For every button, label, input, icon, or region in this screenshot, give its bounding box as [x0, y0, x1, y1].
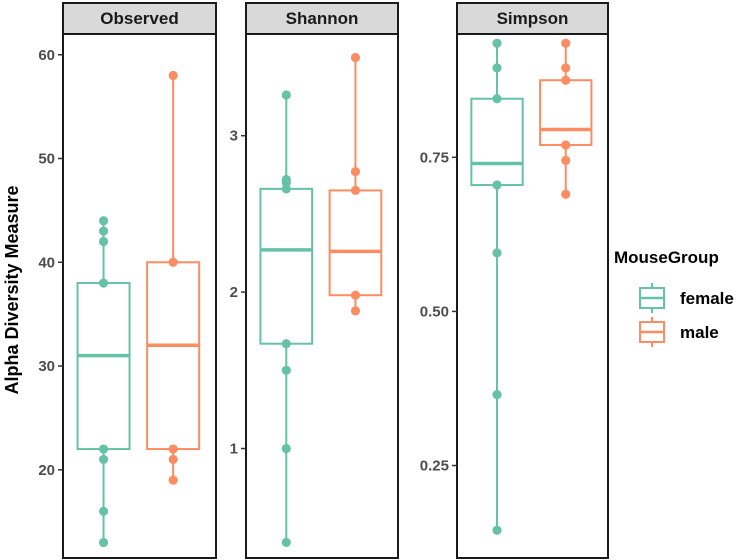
data-point [350, 185, 361, 196]
data-point [350, 167, 361, 177]
box-iqr [259, 187, 314, 345]
data-point [492, 525, 502, 535]
data-point [98, 226, 109, 236]
legend: MouseGroup female male [614, 248, 734, 347]
box-female [259, 90, 314, 547]
data-point [98, 216, 109, 226]
box-male [328, 52, 383, 316]
y-tick-label: 2 [230, 284, 238, 301]
data-point [350, 52, 361, 63]
data-point [168, 475, 178, 485]
data-point [98, 444, 109, 454]
box-female [470, 38, 524, 535]
data-point [492, 248, 502, 258]
y-tick-label: 60 [38, 47, 55, 64]
box-iqr [76, 282, 131, 451]
facet-panels: Observed 20 30 40 50 60 Shannon 1 2 3 Simpson 0.25 0… [38, 2, 609, 559]
panel-shannon: Shannon 1 2 3 [230, 2, 399, 559]
data-point [168, 70, 178, 81]
data-point [492, 180, 502, 190]
data-point [561, 189, 571, 199]
y-tick-label: 30 [38, 358, 55, 375]
data-point [561, 140, 571, 150]
panel-border [456, 33, 609, 559]
data-point [492, 38, 502, 48]
panel-observed: Observed 20 30 40 50 60 [38, 2, 217, 559]
strip-label: Observed [100, 9, 178, 28]
data-point [168, 257, 178, 267]
legend-title: MouseGroup [614, 248, 719, 267]
data-point [561, 155, 571, 165]
data-point [281, 174, 291, 185]
box-iqr [146, 261, 201, 451]
strip-label: Shannon [286, 9, 359, 28]
data-point [281, 537, 291, 547]
data-point [98, 506, 109, 516]
data-point [350, 306, 361, 316]
strip-label: Simpson [497, 9, 569, 28]
legend-label-male: male [680, 323, 719, 342]
legend-label-female: female [680, 289, 734, 308]
data-point [492, 94, 502, 104]
data-point [350, 290, 361, 300]
data-point [98, 537, 109, 548]
y-tick-label: 1 [230, 441, 238, 458]
data-point [492, 390, 502, 400]
data-point [168, 454, 178, 465]
box-iqr [328, 189, 383, 297]
legend-key-female [639, 283, 665, 313]
y-tick-label: 0.50 [420, 303, 449, 320]
panel-border [62, 33, 217, 559]
panel-simpson: Simpson 0.25 0.50 0.75 [420, 2, 609, 559]
box-male [146, 70, 201, 485]
data-point [98, 278, 109, 288]
data-point [281, 90, 291, 100]
data-point [281, 443, 291, 454]
box-iqr [470, 97, 524, 187]
data-point [492, 63, 502, 73]
y-tick-label: 20 [38, 462, 55, 479]
box-female [76, 216, 131, 548]
data-point [168, 444, 178, 454]
y-tick-label: 0.25 [420, 458, 449, 475]
y-axis-title: Alpha Diversity Measure [2, 185, 22, 394]
y-tick-label: 50 [38, 151, 55, 168]
y-tick-label: 0.75 [420, 149, 449, 166]
data-point [98, 236, 109, 247]
data-point [561, 75, 571, 85]
y-tick-label: 40 [38, 254, 55, 271]
data-point [561, 63, 571, 73]
data-point [98, 454, 109, 465]
y-tick-label: 3 [230, 128, 238, 145]
data-point [561, 38, 571, 48]
strip-simpson [456, 2, 609, 35]
box-male [539, 38, 593, 199]
strip-shannon [245, 2, 399, 35]
box-iqr [539, 79, 593, 146]
data-point [281, 339, 291, 349]
data-point [281, 365, 291, 375]
legend-key-male [639, 317, 665, 347]
